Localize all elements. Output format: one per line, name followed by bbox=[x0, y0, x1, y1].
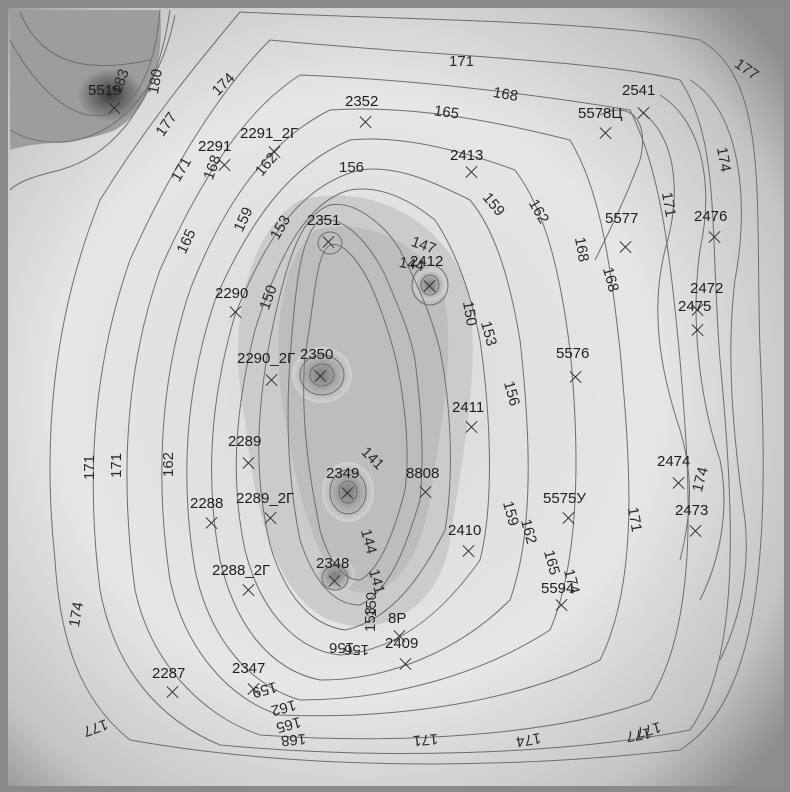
well-label: 2347 bbox=[232, 660, 266, 677]
well-marker-icon bbox=[265, 373, 279, 387]
well-marker-icon bbox=[419, 485, 433, 499]
well-marker-icon bbox=[322, 235, 336, 249]
well-label: 2348 bbox=[316, 555, 350, 572]
well-label: 2349 bbox=[326, 465, 360, 482]
well-label: 5578Ц bbox=[578, 105, 623, 122]
well-marker-icon bbox=[599, 126, 613, 140]
well-label: 5519 bbox=[88, 82, 122, 99]
well-label: 8Р bbox=[388, 610, 407, 627]
well-marker-icon bbox=[562, 511, 576, 525]
well-marker-icon bbox=[205, 516, 219, 530]
well-label: 2288_2Г bbox=[212, 562, 271, 579]
well-marker-icon bbox=[465, 165, 479, 179]
contour-label: 153 bbox=[362, 606, 380, 633]
well-marker-icon bbox=[691, 323, 705, 337]
well-label: 2350 bbox=[300, 346, 334, 363]
contour-label: 174 bbox=[514, 728, 543, 751]
well-label: 2288 bbox=[190, 495, 224, 512]
well-label: 2412 bbox=[410, 253, 444, 270]
well-marker-icon bbox=[359, 115, 373, 129]
well-marker-icon bbox=[689, 524, 703, 538]
well-label: 2290 bbox=[215, 285, 249, 302]
well-label: 2472 bbox=[690, 280, 724, 297]
well-label: 2541 bbox=[622, 82, 656, 99]
contour-label: 174 bbox=[65, 600, 88, 629]
well-label: 2291 bbox=[198, 138, 232, 155]
well-label: 2352 bbox=[345, 93, 379, 110]
well-label: 2287 bbox=[152, 665, 186, 682]
well-marker-icon bbox=[314, 369, 328, 383]
contour-label: 171 bbox=[623, 505, 646, 534]
well-label: 5576 bbox=[556, 345, 590, 362]
well-label: 2476 bbox=[694, 208, 728, 225]
well-label: 2291_2Г bbox=[240, 125, 299, 142]
contour-label: 156 bbox=[339, 159, 365, 176]
contour-label: 168 bbox=[570, 235, 593, 264]
well-marker-icon bbox=[672, 476, 686, 490]
well-label: 5594 bbox=[541, 580, 575, 597]
contour-label: 171 bbox=[412, 729, 439, 750]
well-marker-icon bbox=[242, 583, 256, 597]
well-label: 5575У bbox=[543, 490, 586, 507]
well-label: 2409 bbox=[385, 635, 419, 652]
well-marker-icon bbox=[462, 544, 476, 558]
well-marker-icon bbox=[218, 158, 232, 172]
contour-label: 180 bbox=[144, 67, 167, 96]
well-marker-icon bbox=[399, 657, 413, 671]
well-marker-icon bbox=[242, 456, 256, 470]
well-label: 5577 bbox=[605, 210, 639, 227]
contour-label: 177 bbox=[624, 723, 653, 746]
well-marker-icon bbox=[708, 230, 722, 244]
well-label: 2475 bbox=[678, 298, 712, 315]
well-label: 2290_2Г bbox=[237, 350, 296, 367]
well-marker-icon bbox=[268, 145, 282, 159]
well-marker-icon bbox=[423, 279, 437, 293]
contour-label: 168 bbox=[280, 729, 307, 750]
contour-label: 162 bbox=[160, 451, 178, 478]
contour-label: 171 bbox=[449, 53, 475, 70]
well-marker-icon bbox=[637, 106, 651, 120]
well-label: 2351 bbox=[307, 212, 341, 229]
contour-label: 174 bbox=[712, 145, 735, 174]
well-label: 2474 bbox=[657, 453, 691, 470]
contour-label: 171 bbox=[657, 190, 680, 219]
well-marker-icon bbox=[341, 486, 355, 500]
well-marker-icon bbox=[247, 682, 261, 696]
well-label: 2411 bbox=[452, 399, 485, 416]
well-marker-icon bbox=[229, 305, 243, 319]
well-label: 2410 bbox=[448, 522, 482, 539]
well-label: 2473 bbox=[675, 502, 709, 519]
contour-label: 156 bbox=[344, 641, 370, 658]
well-marker-icon bbox=[555, 598, 569, 612]
contour-label: 165 bbox=[432, 102, 461, 123]
well-marker-icon bbox=[166, 685, 180, 699]
well-label: 8808 bbox=[406, 465, 440, 482]
well-label: 2289 bbox=[228, 433, 262, 450]
well-marker-icon bbox=[569, 370, 583, 384]
contour-label: 168 bbox=[491, 83, 520, 106]
well-label: 2413 bbox=[450, 147, 484, 164]
well-marker-icon bbox=[108, 101, 122, 115]
well-marker-icon bbox=[264, 511, 278, 525]
well-marker-icon bbox=[619, 240, 633, 254]
well-marker-icon bbox=[328, 574, 342, 588]
contour-label: 171 bbox=[81, 454, 99, 481]
well-label: 2289_2Г bbox=[236, 490, 295, 507]
well-marker-icon bbox=[465, 420, 479, 434]
contour-label: 171 bbox=[108, 452, 126, 479]
